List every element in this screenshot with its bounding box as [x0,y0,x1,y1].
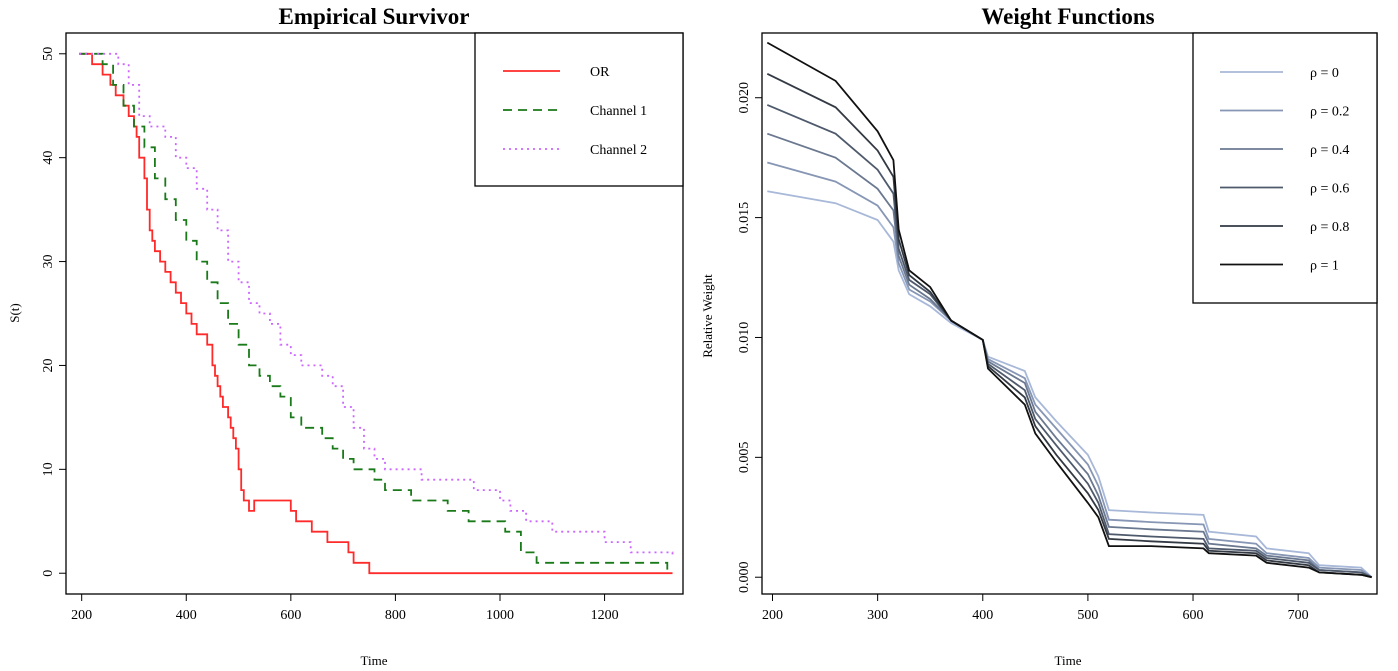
y-tick-label: 20 [41,358,56,372]
y-tick-label: 0.020 [737,82,752,114]
y-tick-label: 30 [41,255,56,269]
x-tick-label: 700 [1288,608,1309,623]
x-tick-label: 200 [762,608,783,623]
y-axis-label: Relative Weight [700,274,715,358]
weight-functions-chart: Weight Functions 200 300 400 500 600 700 0.000… [700,4,1378,668]
x-tick-label: 400 [176,608,197,623]
plot-frame [761,32,1378,595]
series-line [767,190,1373,578]
legend-label: ρ = 1 [1310,259,1339,274]
series-line [79,52,669,574]
chart-title: Weight Functions [981,4,1154,29]
legend: ρ = 0 ρ = 0.2 ρ = 0.4 ρ = 0.6 ρ = 0.8 ρ = 1 [1192,32,1378,304]
y-tick-label: 0.015 [737,202,752,234]
survivor-chart: Empirical Survivor 200 400 600 800 1000 1200 0… [7,4,684,668]
series-line [767,132,1373,579]
series-line [766,72,1372,579]
y-tick-label: 40 [41,151,56,165]
legend-label: ρ = 0.4 [1310,143,1349,158]
chart-title: Empirical Survivor [278,4,469,29]
legend-label: OR [590,65,610,80]
y-axis-label: S(t) [7,303,22,323]
legend-label: Channel 2 [590,143,647,158]
x-tick-label: 1200 [591,608,619,623]
legend-box [1192,32,1378,304]
series-line [766,104,1373,579]
x-tick-label: 500 [1077,608,1098,623]
x-tick-label: 600 [1183,608,1204,623]
x-tick-label: 200 [71,608,92,623]
legend-label: Channel 1 [590,104,647,119]
series-line [767,161,1373,578]
x-tick-label: 600 [280,608,301,623]
y-tick-label: 0.010 [737,322,752,354]
series-line [79,52,673,575]
x-tick-label: 1000 [486,608,514,623]
x-axis-label: Time [361,653,388,668]
y-tick-label: 10 [41,462,56,476]
legend-label: ρ = 0.8 [1310,220,1349,235]
legend-label: ρ = 0.6 [1310,182,1349,197]
legend: OR Channel 1 Channel 2 [474,32,684,187]
y-tick-label: 0.000 [737,561,752,593]
series-line [766,41,1372,579]
y-tick-label: 50 [41,47,56,61]
x-tick-label: 400 [972,608,993,623]
y-tick-label: 0.005 [737,442,752,474]
x-tick-label: 300 [867,608,888,623]
x-axis-label: Time [1055,653,1082,668]
legend-label: ρ = 0.2 [1310,105,1349,120]
x-tick-label: 800 [385,608,406,623]
plot-frame [65,32,684,595]
legend-label: ρ = 0 [1310,66,1339,81]
y-tick-label: 0 [41,570,56,577]
